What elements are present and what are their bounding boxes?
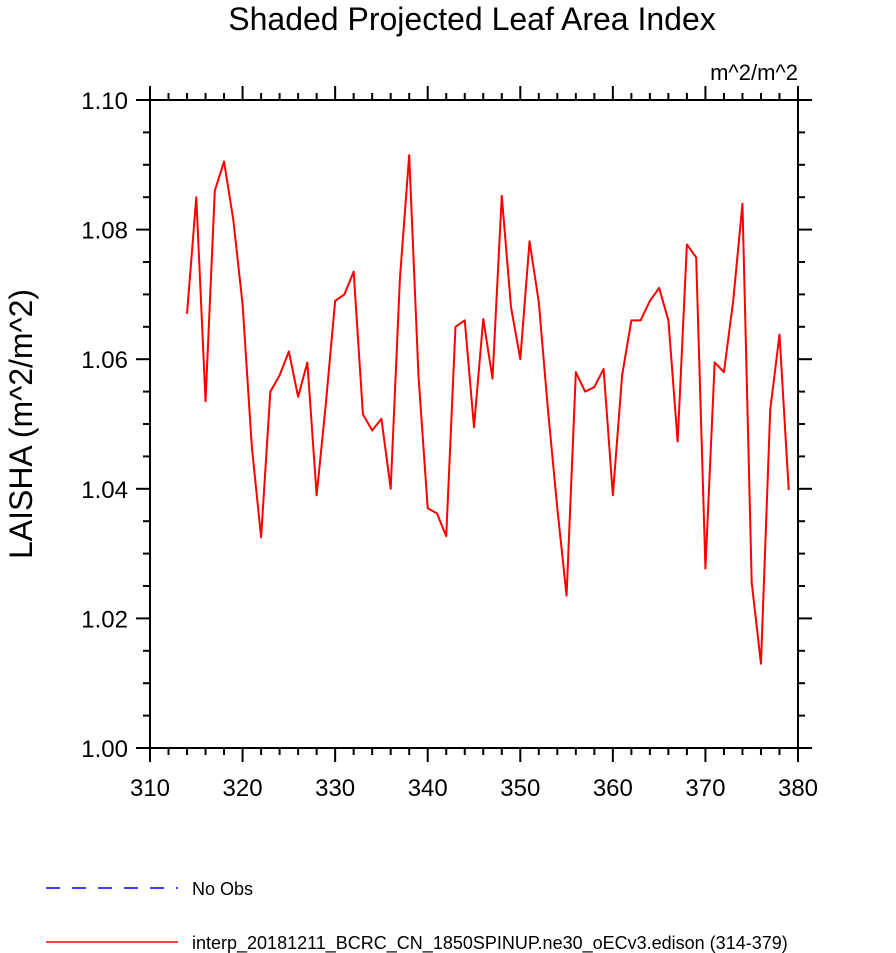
y-tick-label: 1.04 (81, 477, 128, 504)
x-tick-label: 320 (223, 775, 263, 802)
legend-label-series: interp_20181211_BCRC_CN_1850SPINUP.ne30_… (192, 933, 788, 953)
x-tick-label: 330 (315, 775, 355, 802)
series-line (186, 154, 790, 665)
y-tick-label: 1.08 (81, 218, 128, 245)
axis-ticks (136, 86, 812, 762)
plot-frame (149, 99, 799, 749)
x-tick-label: 340 (408, 775, 448, 802)
y-tick-label: 1.00 (81, 736, 128, 763)
legend-label-no-obs: No Obs (192, 879, 253, 899)
units-label: m^2/m^2 (710, 60, 798, 85)
y-axis-label: LAISHA (m^2/m^2) (3, 289, 39, 559)
y-tick-label: 1.06 (81, 347, 128, 374)
axis-tick-labels: 310 320 330 340 350 360 370 380 1.00 1.02 1.04 1.06… (81, 88, 818, 802)
x-tick-label: 370 (685, 775, 725, 802)
chart-title: Shaded Projected Leaf Area Index (228, 1, 715, 37)
x-tick-label: 380 (778, 775, 818, 802)
series-layer (186, 154, 790, 665)
x-tick-label: 360 (593, 775, 633, 802)
y-tick-label: 1.02 (81, 606, 128, 633)
y-tick-label: 1.10 (81, 88, 128, 115)
x-tick-label: 350 (500, 775, 540, 802)
legend: No Obs interp_20181211_BCRC_CN_1850SPINU… (46, 879, 788, 953)
x-tick-label: 310 (130, 775, 170, 802)
